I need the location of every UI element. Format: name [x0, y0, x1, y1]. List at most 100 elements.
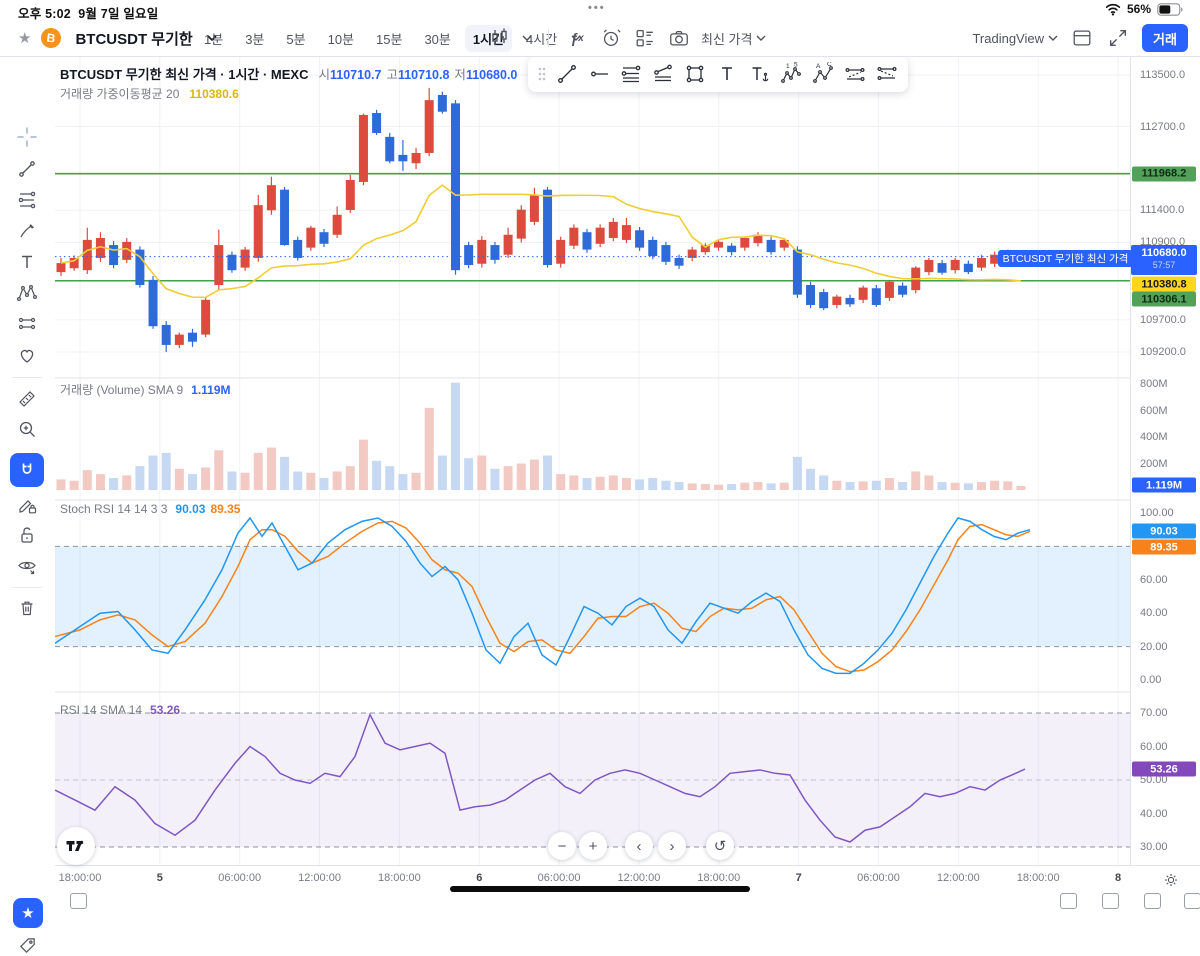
- time-tick: 18:00:00: [1016, 872, 1060, 884]
- anchored-text-button[interactable]: [744, 59, 774, 89]
- tradingview-logo[interactable]: [57, 827, 95, 865]
- drawing-sidebar: ★: [0, 56, 55, 953]
- chart-canvas[interactable]: [0, 0, 1200, 900]
- pane-separators: [55, 377, 1200, 693]
- measure-ruler-icon[interactable]: [16, 388, 38, 410]
- time-tick: 12:00:00: [936, 872, 980, 884]
- timeframe-15m[interactable]: 15분: [376, 31, 403, 47]
- svg-text:A: A: [816, 63, 821, 70]
- drawing-lock-pencil-icon[interactable]: [16, 494, 38, 516]
- volume-layer: [56, 382, 1026, 490]
- zoom-out-button[interactable]: −: [548, 832, 576, 860]
- rsi-axis-label: 53.26: [1132, 761, 1196, 777]
- panel-layout-icon[interactable]: [1070, 26, 1094, 50]
- price-axis[interactable]: 113500.0 112700.0 111400.0 110900.0 109700.0…: [1130, 56, 1200, 865]
- favorites-star-button[interactable]: ★: [13, 898, 43, 928]
- price-mode-select[interactable]: 최신 가격: [701, 29, 766, 48]
- stoch-d-value: 89.35: [210, 502, 241, 516]
- position-tool-icon[interactable]: [16, 313, 38, 335]
- emoji-heart-tool-icon[interactable]: [16, 344, 38, 366]
- xabcd-pattern-tool-icon[interactable]: [16, 282, 38, 304]
- lock-all-icon[interactable]: [16, 524, 38, 546]
- rectangle-button[interactable]: [680, 59, 710, 89]
- home-indicator[interactable]: [450, 886, 750, 892]
- crosshair-icon[interactable]: [16, 126, 38, 148]
- timeframe-30m[interactable]: 30분: [424, 31, 451, 47]
- last-price-axis-label: 110680.0 57:57: [1131, 245, 1197, 275]
- trade-button[interactable]: 거래: [1142, 24, 1188, 52]
- trend-line-tool-icon[interactable]: [16, 158, 38, 180]
- symbol-chevron-down-icon[interactable]: [207, 35, 217, 41]
- zoom-in-icon[interactable]: [16, 418, 38, 440]
- timeframe-4h[interactable]: 4시간: [526, 31, 558, 47]
- trend-fib-extension-button[interactable]: [648, 59, 678, 89]
- stoch-tick: 40.00: [1140, 607, 1168, 620]
- scroll-right-button[interactable]: ›: [658, 832, 686, 860]
- chart-legend[interactable]: BTCUSDT 무기한 최신 가격 · 1시간 · MEXC 시110710.7 고…: [60, 67, 518, 82]
- short-position-button[interactable]: [872, 59, 902, 89]
- time-tick: 12:00:00: [298, 872, 341, 884]
- timeframe-1h-selected[interactable]: 1시간: [464, 24, 513, 52]
- volume-value: 1.119M: [191, 383, 231, 397]
- camera-snapshot-icon[interactable]: [667, 26, 691, 50]
- partial-icon: [1144, 893, 1161, 909]
- time-axis[interactable]: 18:00:00 5 06:00:00 12:00:00 18:00:00 6 06:00:…: [0, 865, 1200, 901]
- svg-text:1: 1: [786, 63, 790, 70]
- watchlist-star-icon[interactable]: ★: [18, 30, 32, 47]
- horizontal-line-button[interactable]: [584, 59, 614, 89]
- timeframe-1m[interactable]: 1분: [204, 31, 224, 47]
- tag-label-icon[interactable]: [16, 934, 38, 956]
- last-price-tag: BTCUSDT 무기한 최신 가격: [998, 250, 1133, 267]
- brush-tool-icon[interactable]: [16, 220, 38, 242]
- time-tick: 6: [476, 872, 483, 884]
- chart-style-chevron-down-icon[interactable]: [522, 35, 532, 41]
- hide-drawings-eye-icon[interactable]: [16, 555, 38, 577]
- delete-trash-icon[interactable]: [16, 597, 38, 619]
- symbol-button[interactable]: BTCUSDT 무기한: [75, 30, 193, 48]
- sidebar-divider: [12, 587, 42, 588]
- volume-tick: 800M: [1140, 378, 1168, 390]
- vwma-legend[interactable]: 거래량 가중이동평균 20 110380.6: [60, 87, 239, 101]
- platform-select[interactable]: TradingView: [972, 31, 1058, 46]
- partial-icon: [1102, 893, 1119, 909]
- layout-template-icon[interactable]: [633, 26, 657, 50]
- time-tick: 18:00:00: [697, 872, 741, 884]
- price-mode-chevron-down-icon: [756, 35, 766, 41]
- high-value: 110710.8: [397, 68, 450, 82]
- long-position-button[interactable]: [840, 59, 870, 89]
- scroll-left-button[interactable]: ‹: [625, 832, 653, 860]
- timeframe-chevron-down-icon[interactable]: [571, 35, 581, 41]
- fib-retracement-button[interactable]: [616, 59, 646, 89]
- price-tick: 109700.0: [1140, 313, 1186, 326]
- toolbar-divider: [548, 29, 549, 47]
- timeframe-3m[interactable]: 3분: [245, 31, 265, 47]
- zoom-in-button[interactable]: +: [579, 832, 607, 860]
- volume-legend[interactable]: 거래량 (Volume) SMA 9 1.119M: [60, 383, 231, 397]
- fullscreen-icon[interactable]: [1106, 26, 1130, 50]
- rsi-legend[interactable]: RSI 14 SMA 14 53.26: [60, 703, 181, 717]
- timeframe-5m[interactable]: 5분: [286, 31, 306, 47]
- alert-clock-icon[interactable]: [599, 26, 623, 50]
- stoch-k-value: 90.03: [175, 502, 206, 516]
- rsi-tick: 30.00: [1140, 841, 1168, 853]
- settings-gear-icon[interactable]: [1160, 869, 1182, 891]
- partial-grid-icon: [70, 893, 87, 909]
- reset-chart-button[interactable]: ↺: [706, 832, 734, 860]
- trend-line-button[interactable]: [552, 59, 582, 89]
- drag-handle[interactable]: [538, 67, 546, 81]
- text-button[interactable]: [712, 59, 742, 89]
- text-tool-icon[interactable]: [16, 251, 38, 273]
- legend-title: BTCUSDT 무기한 최신 가격 · 1시간 · MEXC: [60, 67, 309, 82]
- stoch-rsi-legend[interactable]: Stoch RSI 14 14 3 3 90.03 89.35: [60, 502, 241, 516]
- chart-style-candles-icon[interactable]: [488, 26, 512, 50]
- fib-retracement-tool-icon[interactable]: [16, 189, 38, 211]
- magnet-mode-button-active[interactable]: [10, 453, 44, 487]
- stoch-layer: [54, 516, 1130, 675]
- timeframe-10m[interactable]: 10분: [327, 31, 355, 47]
- candles-layer: [56, 87, 1026, 352]
- main-toolbar: ★ B BTCUSDT 무기한 1분 3분 5분 10분 15분 30분 1시간…: [0, 20, 1200, 57]
- price-tick: 113500.0: [1140, 69, 1186, 81]
